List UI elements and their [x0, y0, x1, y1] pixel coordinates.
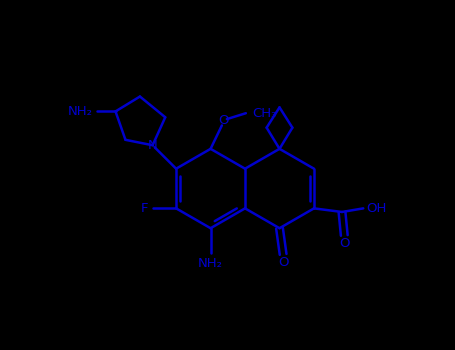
Text: NH₂: NH₂ — [68, 105, 93, 118]
Text: CH₃: CH₃ — [252, 107, 276, 120]
Text: O: O — [339, 237, 349, 250]
Text: O: O — [218, 114, 228, 127]
Text: NH₂: NH₂ — [198, 257, 223, 270]
Text: F: F — [141, 202, 148, 215]
Text: O: O — [278, 256, 288, 269]
Text: OH: OH — [366, 202, 387, 215]
Text: N: N — [148, 139, 157, 152]
